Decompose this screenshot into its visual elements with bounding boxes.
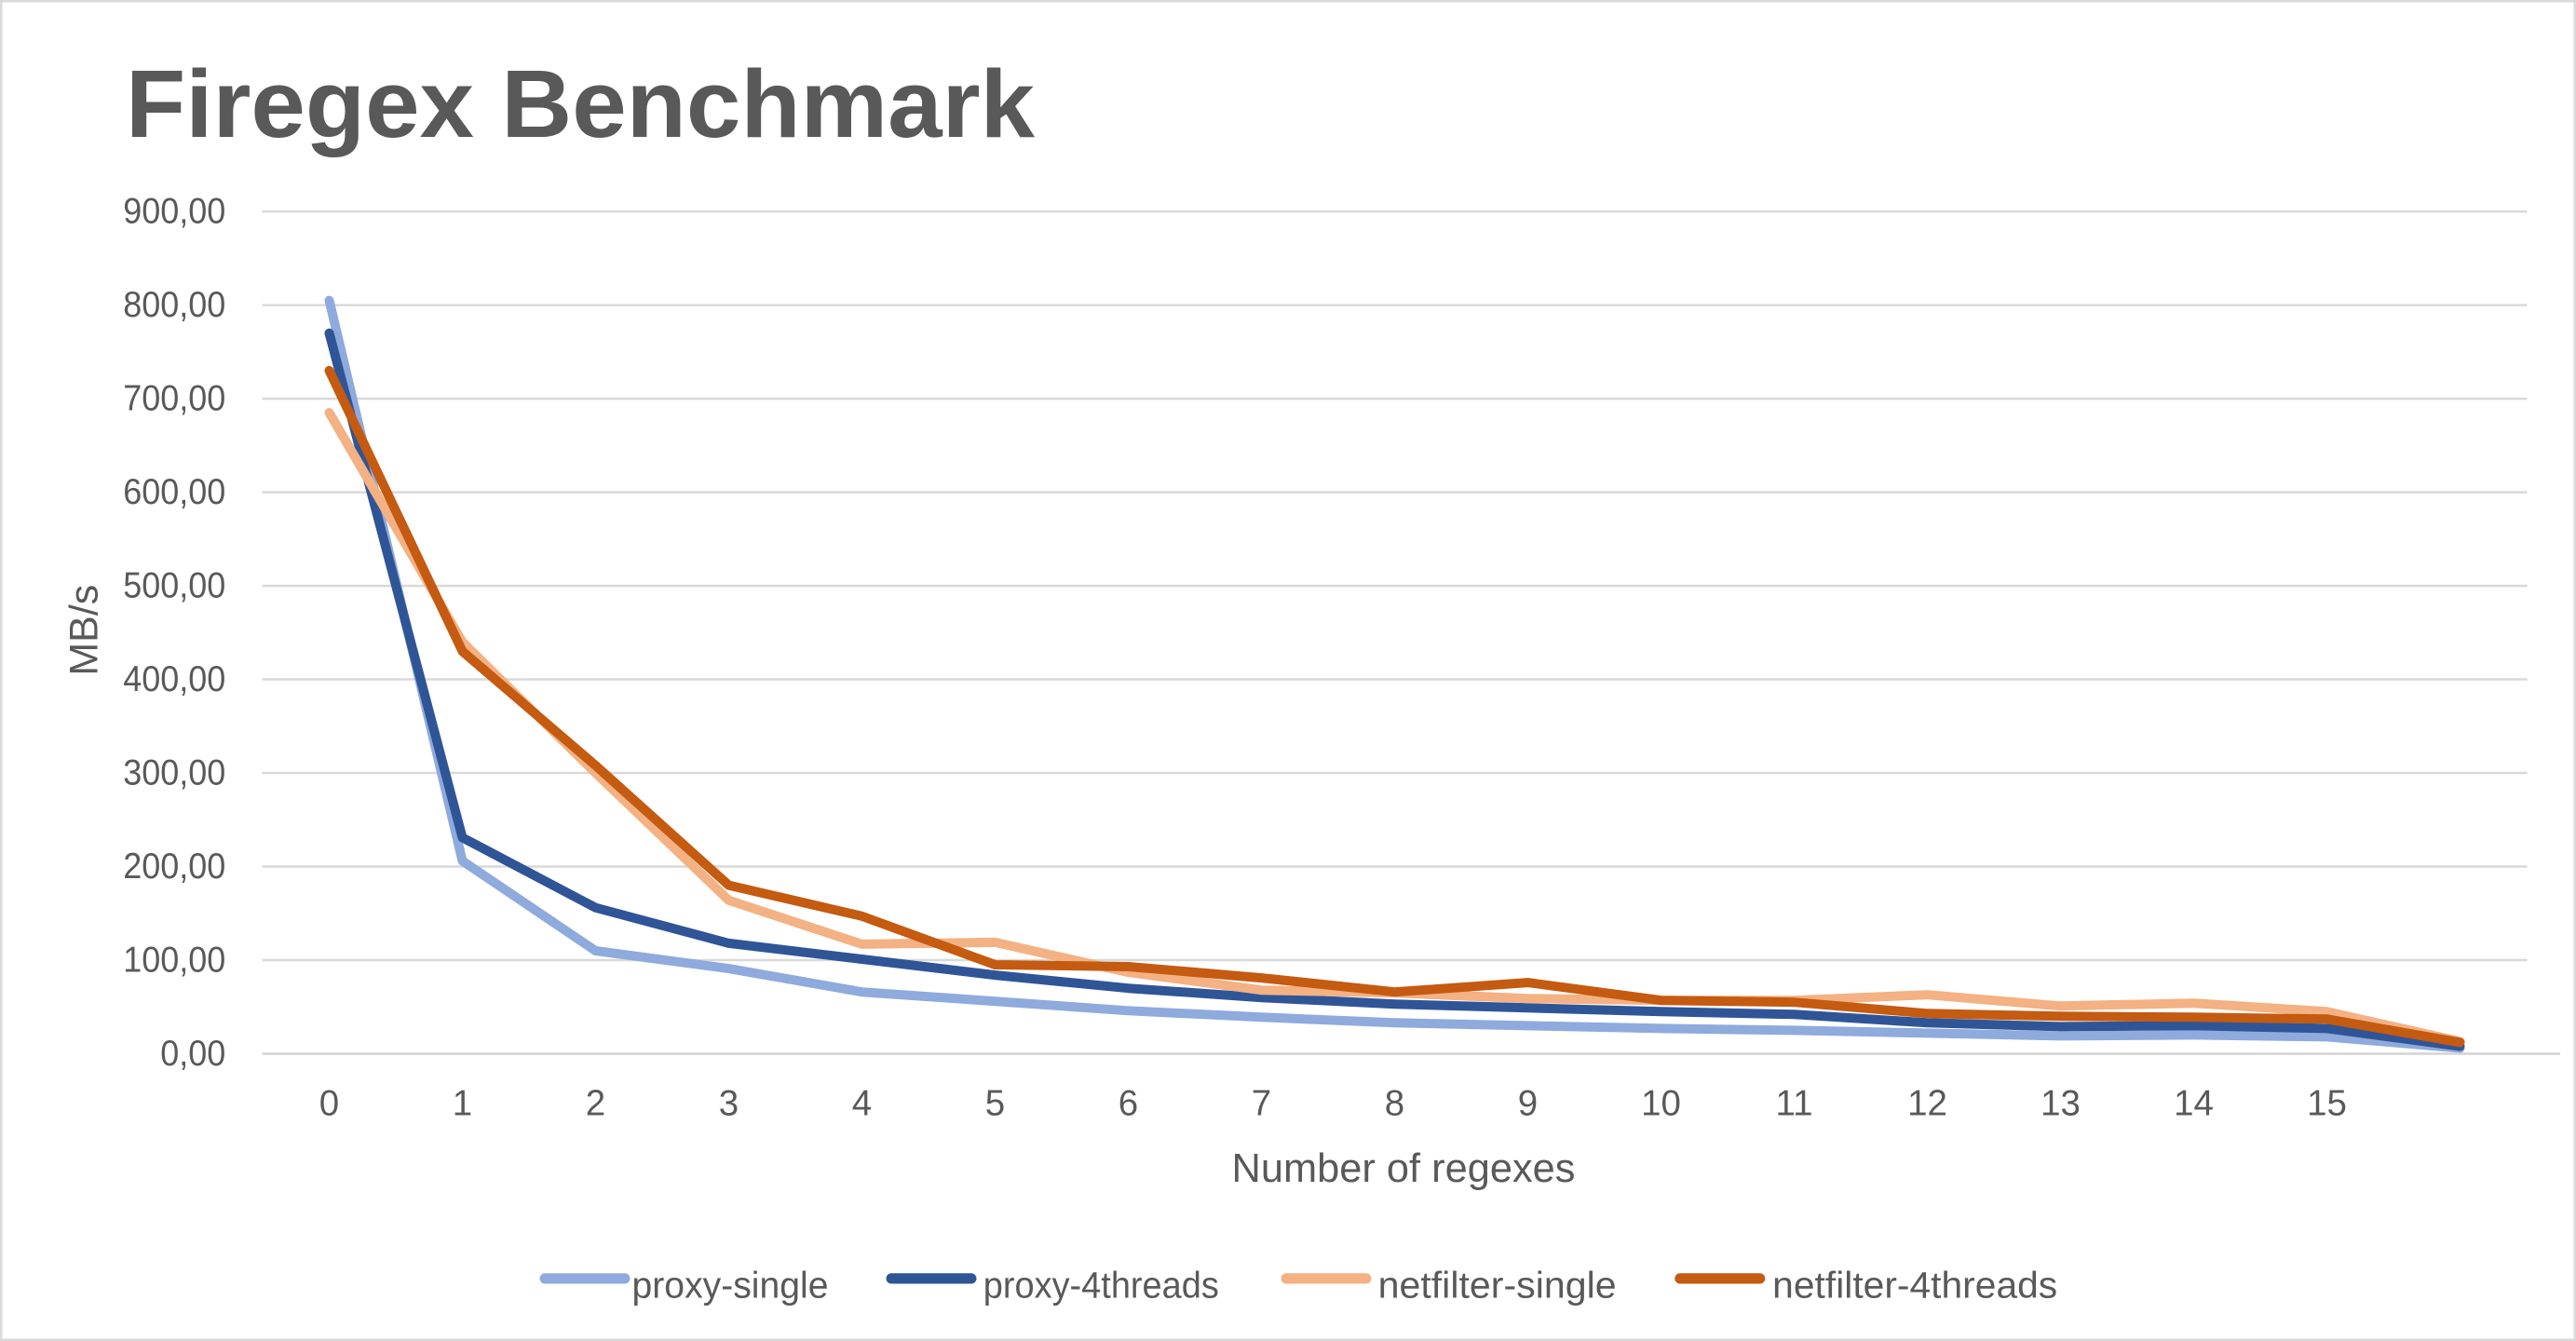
svg-text:700,00: 700,00 [123,379,225,419]
svg-text:2: 2 [586,1084,605,1124]
svg-text:proxy-4threads: proxy-4threads [983,1266,1219,1307]
svg-text:12: 12 [1907,1084,1947,1124]
svg-text:netfilter-4threads: netfilter-4threads [1772,1266,2057,1307]
svg-text:900,00: 900,00 [123,192,225,232]
svg-text:10: 10 [1641,1084,1681,1124]
svg-text:600,00: 600,00 [123,472,225,512]
svg-text:0: 0 [319,1084,339,1124]
svg-text:0,00: 0,00 [160,1034,225,1074]
svg-text:11: 11 [1776,1084,1813,1124]
svg-text:3: 3 [719,1084,739,1124]
svg-text:4: 4 [852,1084,872,1124]
svg-text:MB/s: MB/s [62,585,107,676]
svg-text:6: 6 [1119,1084,1138,1124]
svg-text:9: 9 [1518,1084,1538,1124]
svg-text:7: 7 [1252,1084,1271,1124]
svg-text:8: 8 [1385,1084,1404,1124]
svg-text:500,00: 500,00 [123,566,225,606]
svg-text:14: 14 [2174,1084,2214,1124]
svg-text:Number of regexes: Number of regexes [1232,1146,1576,1191]
svg-text:proxy-single: proxy-single [632,1266,829,1307]
svg-text:15: 15 [2307,1084,2347,1124]
svg-text:800,00: 800,00 [123,285,225,325]
svg-text:400,00: 400,00 [123,659,225,699]
svg-text:200,00: 200,00 [123,847,225,887]
svg-text:13: 13 [2040,1084,2081,1124]
svg-text:netfilter-single: netfilter-single [1378,1266,1617,1307]
svg-text:300,00: 300,00 [123,753,225,793]
svg-text:5: 5 [985,1084,1005,1124]
svg-text:100,00: 100,00 [123,941,225,981]
svg-text:Firegex Benchmark: Firegex Benchmark [126,50,1036,157]
svg-text:1: 1 [453,1084,472,1124]
